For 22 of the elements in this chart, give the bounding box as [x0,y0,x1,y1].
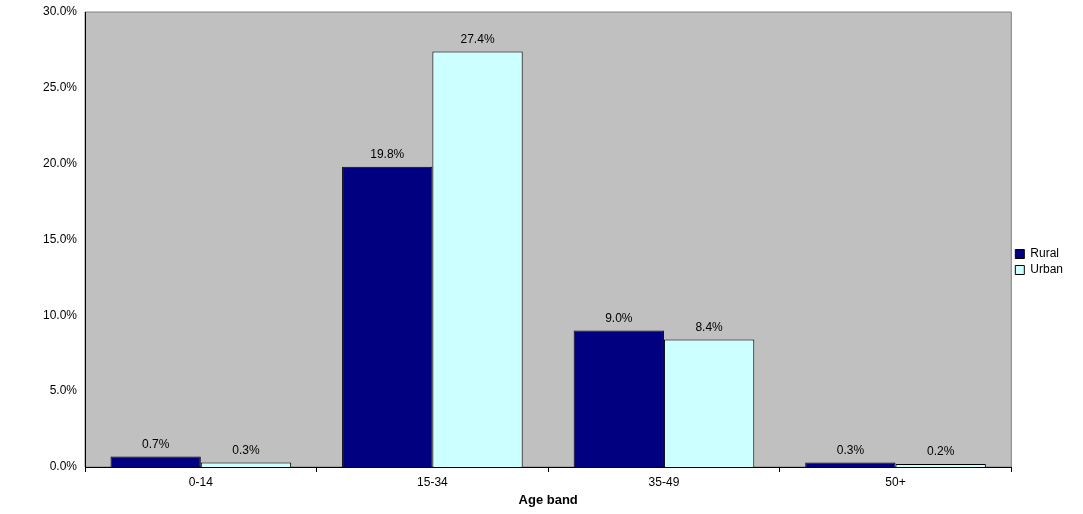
x-tick-label: 0-14 [188,474,214,489]
y-tick-label: 20.0% [42,155,78,170]
y-tick-label: 10.0% [42,307,78,322]
data-label: 0.2% [927,444,955,459]
data-label: 0.3% [836,442,865,457]
x-tick-label: 15-34 [417,474,449,489]
y-tick-label: 0.0% [49,459,78,474]
x-tick-label: 35-49 [648,474,680,489]
y-tick-label: 5.0% [49,383,78,398]
x-axis-title: Age band [518,491,578,507]
data-label: 0.3% [232,442,260,457]
data-label: 9.0% [605,310,633,325]
y-tick-label: 30.0% [42,4,78,19]
data-label: 27.4% [460,31,495,46]
data-label: 8.4% [695,319,724,334]
data-label: 0.7% [141,436,170,451]
x-tick-label: 50+ [885,474,906,489]
data-label: 19.8% [370,147,405,162]
y-tick-label: 25.0% [42,80,78,95]
legend-label: Urban [1030,262,1063,277]
legend-label: Rural [1030,246,1059,261]
y-tick-label: 15.0% [42,231,78,246]
